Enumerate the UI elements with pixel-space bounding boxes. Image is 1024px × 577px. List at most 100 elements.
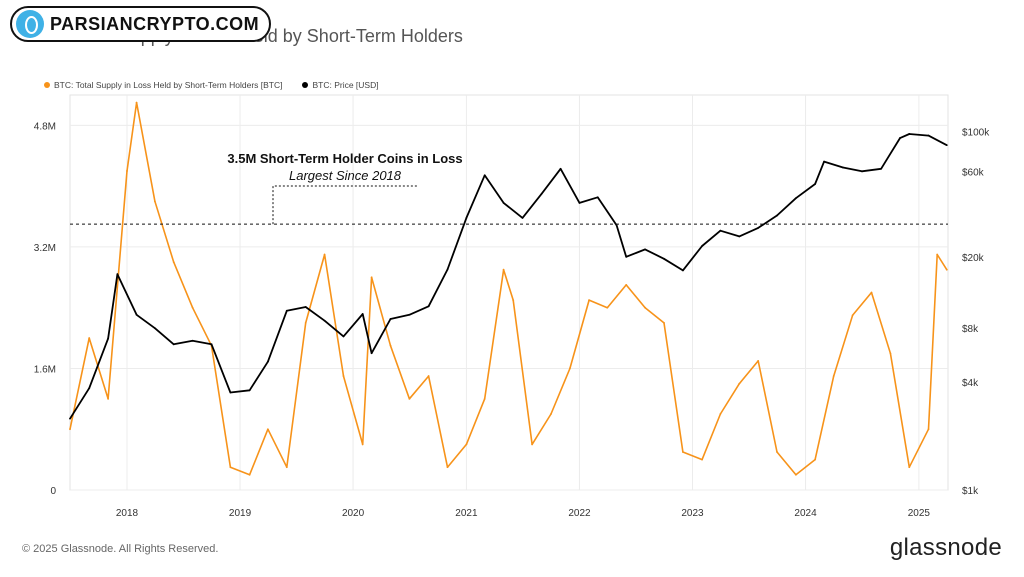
supply-point <box>795 473 797 476</box>
supply-point <box>776 451 778 453</box>
price-point <box>116 273 119 276</box>
price-point <box>285 309 288 312</box>
supply-point <box>945 268 948 271</box>
supply-point <box>266 428 269 431</box>
supply-point <box>342 375 345 377</box>
price-point <box>502 201 505 204</box>
supply-point <box>588 299 590 301</box>
supply-point <box>427 375 430 377</box>
supply-point <box>408 397 411 400</box>
supply-point <box>285 466 288 469</box>
supply-point <box>172 261 175 264</box>
price-point <box>153 327 156 330</box>
x-tick-label: 2025 <box>908 508 931 519</box>
price-point <box>880 167 883 170</box>
price-point <box>323 319 326 322</box>
price-point <box>596 196 599 199</box>
price-point <box>304 306 307 308</box>
price-point <box>172 343 175 346</box>
supply-point <box>323 253 326 256</box>
supply-point <box>568 367 571 370</box>
legend-item-supply[interactable]: BTC: Total Supply in Loss Held by Short-… <box>44 80 282 90</box>
watermark-logo-icon <box>16 10 44 38</box>
price-point <box>899 137 901 139</box>
price-point <box>559 167 562 170</box>
price-point <box>521 216 524 219</box>
left-tick-label: 1.6M <box>34 364 56 375</box>
price-point <box>681 269 684 272</box>
supply-point <box>69 428 71 431</box>
supply-point <box>681 451 684 453</box>
supply-point <box>153 200 156 203</box>
annotation-title: 3.5M Short-Term Holder Coins in Loss <box>227 151 462 166</box>
price-point <box>135 313 138 316</box>
price-point <box>191 339 194 342</box>
axis-ticks: 0 1.6M 3.2M 4.8M $1k $4k $8k $20k $60k $100k 2018 2… <box>34 121 990 519</box>
price-point <box>945 144 948 147</box>
series-group <box>69 101 948 476</box>
price-point <box>540 192 543 195</box>
price-point <box>757 227 760 229</box>
price-point <box>927 134 930 137</box>
price-point <box>266 360 269 363</box>
legend-item-price[interactable]: BTC: Price [USD] <box>302 80 379 90</box>
right-tick-label: $4k <box>962 378 979 389</box>
supply-point <box>889 352 892 355</box>
legend-label: BTC: Price [USD] <box>312 80 379 90</box>
price-point <box>776 214 778 217</box>
price-point <box>701 245 703 247</box>
price-point <box>625 255 628 258</box>
legend: BTC: Total Supply in Loss Held by Short-… <box>44 80 379 90</box>
supply-point <box>814 458 817 461</box>
price-point <box>795 197 797 200</box>
price-point <box>823 160 826 163</box>
price-point <box>427 305 430 308</box>
supply-point <box>88 337 91 339</box>
price-point <box>483 174 486 177</box>
supply-in-loss-line <box>69 101 948 476</box>
supply-point <box>389 344 392 347</box>
right-tick-label: $8k <box>962 324 979 335</box>
price-point <box>389 318 392 320</box>
price-point <box>361 313 364 315</box>
supply-point <box>370 276 373 279</box>
supply-point <box>832 375 835 377</box>
supply-point <box>738 382 741 385</box>
supply-point <box>757 359 760 362</box>
x-tick-label: 2019 <box>229 508 252 519</box>
supply-point <box>483 397 486 400</box>
brand-logo: glassnode <box>889 534 1002 561</box>
supply-point <box>126 170 128 172</box>
price-point <box>738 235 741 238</box>
price-point <box>107 337 109 340</box>
price-point <box>88 387 91 390</box>
price-point <box>465 216 468 219</box>
legend-dot-icon <box>302 82 309 88</box>
plot-frame <box>69 94 949 491</box>
price-point <box>719 229 722 232</box>
supply-point <box>191 306 194 309</box>
price-point <box>408 313 411 316</box>
price-point <box>69 417 71 420</box>
x-tick-label: 2023 <box>681 508 704 519</box>
annotation: 3.5M Short-Term Holder Coins in Loss Lar… <box>227 151 463 225</box>
supply-point <box>361 443 364 446</box>
right-tick-label: $1k <box>962 486 979 497</box>
supply-point <box>936 253 939 256</box>
supply-point <box>465 443 468 446</box>
right-tick-label: $100k <box>962 128 990 139</box>
watermark: PARSIANCRYPTO.COM <box>10 6 272 42</box>
supply-point <box>644 306 647 309</box>
price-point <box>861 170 863 173</box>
supply-point <box>606 306 609 309</box>
left-tick-label: 3.2M <box>34 243 56 254</box>
legend-label: BTC: Total Supply in Loss Held by Short-… <box>54 80 283 90</box>
price-point <box>615 224 618 227</box>
copyright: © 2025 Glassnode. All Rights Reserved. <box>22 543 219 555</box>
supply-point <box>701 458 703 461</box>
price-point <box>663 257 665 260</box>
right-tick-label: $60k <box>962 167 985 178</box>
x-tick-label: 2024 <box>794 508 817 519</box>
supply-point <box>663 321 665 324</box>
supply-point <box>107 397 109 400</box>
